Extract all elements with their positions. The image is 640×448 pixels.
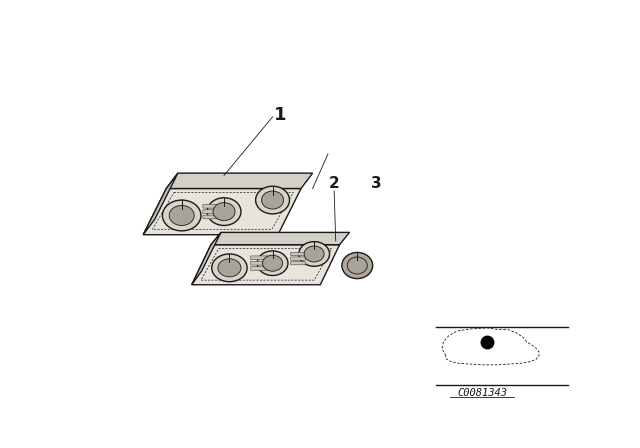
FancyBboxPatch shape [251,261,268,265]
Ellipse shape [262,191,284,209]
Polygon shape [143,173,178,235]
Polygon shape [192,233,221,285]
FancyBboxPatch shape [203,215,221,219]
Polygon shape [166,173,312,189]
Ellipse shape [348,257,367,274]
Ellipse shape [255,186,289,214]
Polygon shape [192,245,340,285]
Ellipse shape [169,206,194,225]
Ellipse shape [304,246,324,262]
Ellipse shape [207,198,241,225]
Text: 3: 3 [371,176,382,190]
FancyBboxPatch shape [291,257,305,260]
Text: C0081343: C0081343 [457,388,507,397]
FancyBboxPatch shape [291,262,305,265]
Polygon shape [211,233,349,245]
FancyBboxPatch shape [251,256,268,260]
FancyBboxPatch shape [291,252,305,256]
FancyBboxPatch shape [203,210,221,214]
Ellipse shape [212,254,247,282]
Text: 1: 1 [274,106,287,125]
FancyBboxPatch shape [203,204,221,208]
Ellipse shape [213,202,235,220]
Ellipse shape [218,259,241,277]
Ellipse shape [262,255,283,271]
Ellipse shape [257,251,288,276]
Text: 2: 2 [329,176,340,190]
Polygon shape [143,189,301,235]
Ellipse shape [299,241,330,266]
Ellipse shape [342,252,372,279]
FancyBboxPatch shape [251,267,268,271]
Ellipse shape [163,200,201,231]
